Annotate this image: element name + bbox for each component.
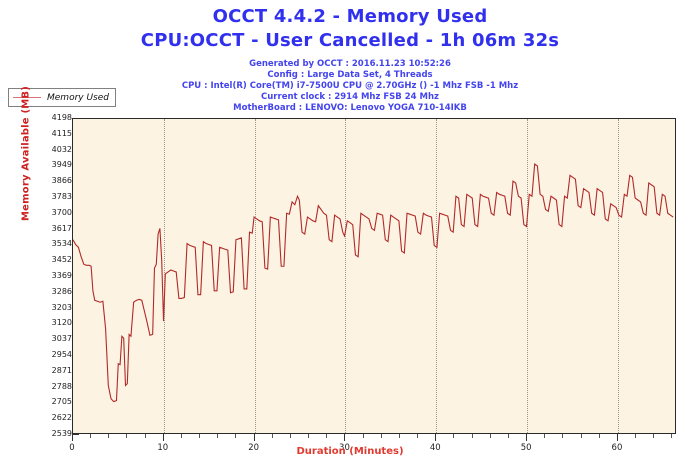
x-tick-minor: [580, 434, 582, 438]
chart-title-line2: CPU:OCCT - User Cancelled - 1h 06m 32s: [140, 30, 560, 51]
x-tick-minor: [598, 434, 600, 438]
y-tick-label-3617: 3617: [51, 223, 72, 233]
x-tick-minor: [126, 434, 128, 438]
y-tick-label-2622: 2622: [51, 413, 72, 423]
x-tick-40: [435, 434, 437, 441]
legend-label-memory-used: Memory Used: [47, 92, 109, 103]
gridline-x-60: [617, 119, 619, 433]
gridline-x-10: [163, 119, 165, 433]
x-tick-label-60: 60: [611, 443, 623, 453]
y-tick-label-3866: 3866: [51, 176, 72, 186]
y-tick-label-3700: 3700: [51, 207, 72, 217]
gridline-x-20: [254, 119, 256, 433]
x-tick-minor: [417, 434, 419, 438]
y-tick-label-2705: 2705: [51, 397, 72, 407]
x-tick-60: [616, 434, 618, 441]
x-tick-label-0: 0: [69, 443, 75, 453]
subtitle-cpu: CPU : Intel(R) Core(TM) i7-7500U CPU @ 2…: [181, 81, 519, 91]
x-tick-minor: [108, 434, 110, 438]
x-tick-minor: [471, 434, 473, 438]
x-tick-minor: [489, 434, 491, 438]
y-tick-label-2954: 2954: [51, 349, 72, 359]
gridline-x-40: [436, 119, 438, 433]
series-memory-used: [73, 119, 675, 433]
x-tick-minor: [217, 434, 219, 438]
y-tick-label-2788: 2788: [51, 381, 72, 391]
y-tick-label-4198: 4198: [51, 113, 72, 122]
gridline-x-30: [345, 119, 347, 433]
x-tick-0: [72, 434, 73, 441]
x-tick-minor: [271, 434, 273, 438]
x-tick-minor: [453, 434, 455, 438]
x-tick-label-20: 20: [248, 443, 260, 453]
x-tick-minor: [544, 434, 546, 438]
x-axis-ticks: 0 10 20 30 40 50 60: [69, 434, 676, 460]
x-tick-minor: [671, 434, 673, 438]
x-tick-minor: [144, 434, 146, 438]
x-tick-50: [526, 434, 528, 441]
x-tick-minor: [235, 434, 237, 438]
x-tick-label-50: 50: [520, 443, 532, 453]
x-tick-label-40: 40: [429, 443, 441, 453]
x-tick-label-10: 10: [157, 443, 169, 453]
subtitle-current-clock: Current clock : 2914 Mhz FSB 24 Mhz: [261, 92, 439, 102]
legend-line-swatch-icon: [13, 97, 41, 98]
x-tick-minor: [308, 434, 310, 438]
chart-legend: Memory Used: [8, 88, 116, 107]
y-tick-label-3452: 3452: [51, 255, 72, 265]
x-tick-minor: [326, 434, 328, 438]
y-tick-label-3286: 3286: [51, 286, 72, 296]
y-tick-label-4115: 4115: [51, 128, 72, 138]
y-tick-label-2539: 2539: [51, 429, 72, 438]
y-tick-label-3203: 3203: [51, 302, 72, 312]
x-tick-label-30: 30: [339, 443, 350, 453]
x-tick-20: [253, 434, 255, 441]
subtitle-motherboard: MotherBoard : LENOVO: Lenovo YOGA 710-14…: [233, 103, 467, 113]
subtitle-generated: Generated by OCCT : 2016.11.23 10:52:26: [249, 59, 451, 69]
y-tick-label-3534: 3534: [51, 239, 72, 249]
y-axis-title: Memory Available (MB): [20, 86, 32, 221]
x-tick-minor: [562, 434, 564, 438]
series-line-memory-used: [73, 164, 673, 402]
x-tick-minor: [199, 434, 201, 438]
x-tick-minor: [362, 434, 364, 438]
x-tick-minor: [635, 434, 637, 438]
x-tick-30: [344, 434, 346, 441]
x-tick-minor: [398, 434, 400, 438]
y-tick-label-3783: 3783: [51, 192, 72, 202]
x-tick-minor: [180, 434, 182, 438]
y-tick-label-2871: 2871: [51, 365, 72, 375]
x-tick-minor: [289, 434, 291, 438]
x-tick-minor: [507, 434, 509, 438]
y-axis-labels: 2539 2622 2705 2788 2871 2954 3037 3120 3203 3286…: [36, 114, 72, 438]
chart-title-line1: OCCT 4.4.2 - Memory Used: [212, 6, 488, 27]
x-tick-minor: [653, 434, 655, 438]
y-tick-2539: [72, 434, 79, 435]
y-tick-label-3949: 3949: [51, 160, 72, 170]
y-tick-label-4032: 4032: [51, 144, 72, 154]
y-tick-label-3120: 3120: [51, 318, 72, 328]
y-tick-label-3037: 3037: [51, 334, 72, 344]
x-tick-10: [162, 434, 164, 441]
plot-area: [72, 118, 676, 434]
x-tick-minor: [380, 434, 382, 438]
y-tick-label-3369: 3369: [51, 270, 72, 280]
gridline-x-50: [527, 119, 529, 433]
subtitle-config: Config : Large Data Set, 4 Threads: [267, 70, 433, 80]
x-tick-minor: [90, 434, 92, 438]
x-axis-title: Duration (Minutes): [296, 446, 404, 457]
